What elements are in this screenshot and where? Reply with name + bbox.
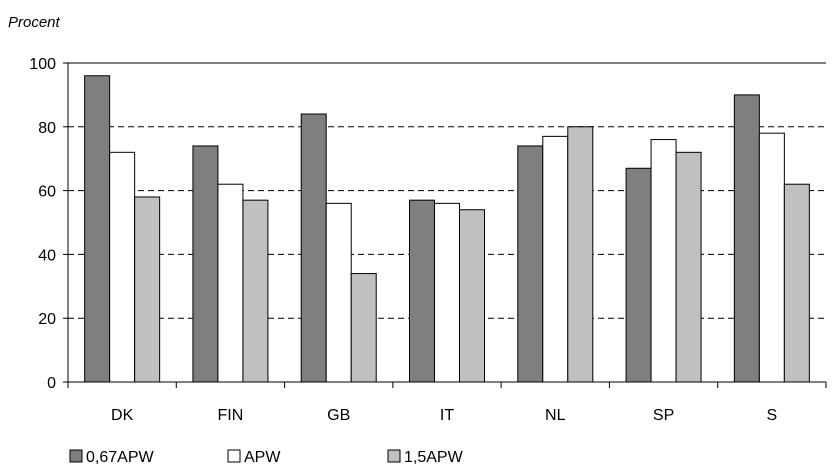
axes	[63, 62, 827, 388]
x-tick-labels: DK FIN GB IT NL SP S	[111, 407, 777, 424]
bar-SP-1,5APW	[675, 151, 702, 383]
bar-IT-1,5APW	[459, 209, 485, 383]
x-tick-label-SP: SP	[653, 407, 674, 424]
y-axis-title: Procent	[8, 14, 61, 31]
legend: 0,67APW APW 1,5APW	[69, 449, 464, 466]
bars	[84, 75, 810, 383]
y-tick-label-80: 80	[38, 120, 56, 137]
bar-GB-1,5APW	[350, 273, 377, 383]
bar-GB-APW	[325, 202, 352, 383]
legend-label-1,5APW: 1,5APW	[404, 449, 464, 466]
bar-S-1,5APW	[783, 183, 810, 383]
bar-DK-1,5APW	[134, 196, 161, 383]
bar-NL-1,5APW	[567, 126, 594, 383]
legend-swatch-APW	[227, 449, 241, 463]
y-tick-label-20: 20	[38, 311, 56, 328]
bar-GB-0,67APW	[300, 113, 327, 383]
bar-FIN-APW	[217, 183, 244, 383]
legend-swatch-1,5APW	[387, 449, 401, 463]
x-tick-label-S: S	[767, 407, 778, 424]
bar-S-0,67APW	[733, 94, 760, 383]
legend-label-APW: APW	[244, 449, 281, 466]
bar-IT-0,67APW	[409, 199, 435, 383]
y-tick-label-100: 100	[29, 56, 56, 73]
bar-FIN-0,67APW	[192, 145, 219, 383]
bar-DK-APW	[109, 151, 136, 383]
x-tick-label-IT: IT	[440, 407, 454, 424]
x-tick-label-DK: DK	[111, 407, 134, 424]
legend-label-0,67APW: 0,67APW	[86, 449, 154, 466]
y-tick-label-40: 40	[38, 247, 56, 264]
bar-IT-APW	[434, 202, 460, 383]
x-tick-label-NL: NL	[545, 407, 566, 424]
bar-SP-0,67APW	[625, 167, 652, 383]
bar-FIN-1,5APW	[242, 199, 269, 383]
bar-NL-APW	[542, 135, 569, 383]
bar-DK-0,67APW	[84, 75, 111, 383]
bar-S-APW	[758, 132, 785, 383]
legend-swatch-0,67APW	[69, 449, 83, 463]
bar-SP-APW	[650, 139, 677, 383]
y-tick-label-0: 0	[47, 375, 56, 392]
bar-NL-0,67APW	[517, 145, 544, 383]
y-tick-labels: 0 20 40 60 80 100	[29, 56, 56, 392]
x-tick-label-FIN: FIN	[218, 407, 244, 424]
x-tick-label-GB: GB	[327, 407, 350, 424]
y-tick-label-60: 60	[38, 184, 56, 201]
